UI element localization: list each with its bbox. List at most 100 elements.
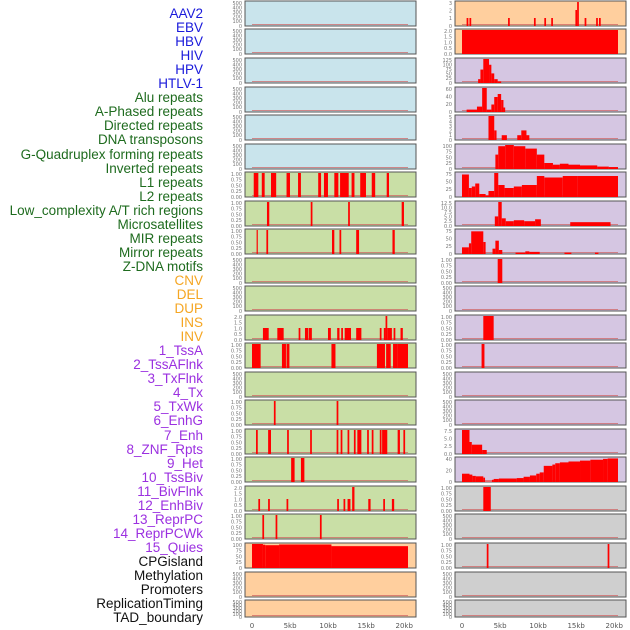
track-panel [454, 314, 627, 341]
track-label: 10_TssBiv [141, 469, 203, 485]
data-bar [481, 344, 485, 368]
track-label: Directed repeats [103, 118, 203, 134]
y-tick-label: 0 [449, 595, 452, 601]
y-tick-label: 100 [442, 532, 452, 538]
data-bar [515, 252, 526, 254]
y-tick-label: 400 [442, 518, 452, 524]
y-tick-label: 0.50 [441, 354, 452, 360]
y-tick-label: 0 [449, 480, 452, 486]
data-bar [281, 344, 286, 368]
track-panel [454, 599, 627, 618]
data-bar [262, 328, 269, 340]
data-bar [501, 218, 506, 226]
data-bar [291, 458, 295, 482]
y-tick-label: 100 [232, 162, 242, 168]
y-tick-label: 0.25 [441, 332, 452, 338]
data-bar [501, 100, 504, 112]
y-tick-label: 0 [449, 110, 452, 116]
y-tick-label: 400 [232, 62, 242, 68]
y-tick-label: 5 [449, 115, 452, 121]
data-bar [559, 163, 569, 169]
track-panel [244, 571, 417, 598]
track-label: DEL [176, 287, 203, 302]
track-label: 13_ReprPC [132, 511, 203, 527]
data-bar [521, 130, 527, 140]
data-bar [568, 461, 581, 482]
track-label: CPGisland [138, 553, 203, 569]
data-bar [536, 176, 545, 197]
data-bar [275, 515, 278, 539]
y-tick-label: 0.75 [231, 520, 242, 526]
data-bar [469, 18, 472, 26]
y-tick-label: 75 [446, 67, 452, 73]
data-bar [533, 18, 536, 26]
data-bar [256, 230, 258, 254]
data-bar [337, 328, 340, 340]
track-panel [454, 371, 627, 398]
data-bar [539, 472, 544, 482]
y-tick-label: 1.0 [444, 40, 452, 46]
y-tick-label: 300 [442, 606, 452, 612]
data-bar [252, 544, 263, 568]
data-bar [480, 69, 484, 83]
data-bar [594, 252, 599, 254]
track-label: MIR repeats [129, 230, 203, 246]
track-label: Low_complexity A/T rich regions [9, 202, 203, 218]
y-tick-label: 300 [232, 381, 242, 387]
y-tick-label: 20 [446, 468, 452, 474]
data-bar [599, 18, 601, 26]
y-tick-label: 300 [232, 267, 242, 273]
data-bar [607, 544, 610, 568]
data-bar [319, 515, 322, 539]
data-bar [300, 458, 305, 482]
y-tick-label: 500 [232, 600, 242, 606]
track-panel [244, 399, 417, 426]
y-tick-label: 0.50 [231, 411, 242, 417]
y-tick-label: 0 [449, 167, 452, 173]
data-bar [544, 18, 547, 26]
y-tick-label: 0 [449, 537, 452, 543]
data-bar [516, 478, 524, 482]
y-tick-label: 500 [232, 1, 242, 7]
y-tick-label: 300 [232, 606, 242, 612]
data-bar [471, 231, 484, 254]
track-label: Inverted repeats [105, 160, 203, 176]
data-bar [462, 30, 618, 54]
track-panel [454, 342, 627, 369]
data-bar [488, 191, 495, 197]
y-tick-label: 500 [442, 514, 452, 520]
data-bar [261, 173, 265, 197]
track-panel [454, 542, 627, 569]
y-tick-label: 400 [232, 148, 242, 154]
data-bar [466, 18, 469, 26]
y-tick-label: 0.50 [231, 354, 242, 360]
data-bar [266, 202, 270, 226]
y-tick-label: 1.00 [231, 429, 242, 435]
y-tick-label: 0.25 [231, 360, 242, 366]
y-tick-label: 12.5 [441, 201, 452, 207]
data-bar [568, 164, 581, 169]
y-tick-label: 200 [232, 72, 242, 78]
x-tick-label: 0 [250, 622, 254, 630]
data-bar [401, 202, 404, 226]
data-bar [497, 94, 502, 112]
data-bar [279, 544, 332, 568]
data-bar [483, 487, 491, 511]
y-tick-label: 0.75 [231, 207, 242, 213]
data-bar [513, 186, 522, 197]
y-tick-label: 0 [449, 195, 452, 201]
data-bar [498, 250, 503, 254]
data-bar [570, 222, 611, 226]
y-tick-label: 300 [232, 67, 242, 73]
data-bar [495, 240, 499, 254]
track-label: ReplicationTiming [96, 596, 203, 612]
data-bar [580, 460, 591, 482]
y-tick-label: 2.5 [444, 444, 452, 450]
data-bar [371, 173, 376, 197]
y-tick-label: 200 [232, 129, 242, 135]
data-bar [391, 499, 395, 511]
data-bar [498, 146, 506, 169]
y-tick-label: 40 [446, 94, 452, 100]
data-bar [491, 479, 494, 482]
